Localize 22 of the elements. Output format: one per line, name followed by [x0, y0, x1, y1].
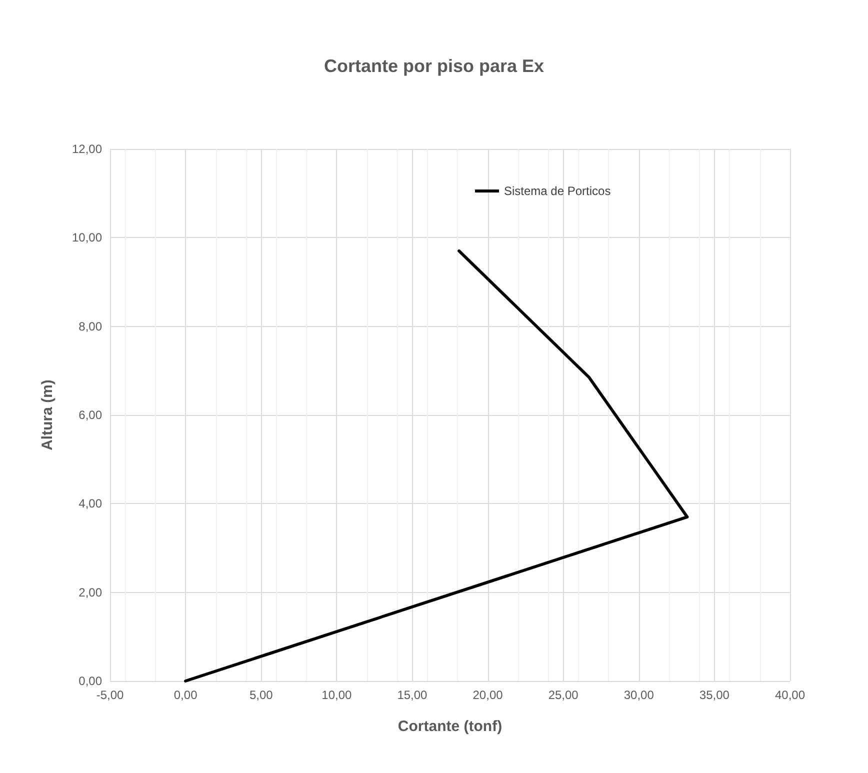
x-tick-label: -5,00	[96, 688, 124, 702]
x-tick-label: 40,00	[774, 688, 806, 702]
x-tick-label: 35,00	[699, 688, 730, 702]
x-tick-label: 5,00	[249, 688, 274, 702]
x-tick-label: 20,00	[472, 688, 504, 702]
y-tick-label: 12,00	[72, 142, 102, 156]
chart-title: Cortante por piso para Ex	[324, 56, 544, 76]
x-tick-label: 10,00	[322, 688, 352, 702]
x-tick-label: 15,00	[397, 688, 428, 702]
y-tick-label: 6,00	[78, 408, 102, 422]
y-tick-label: 2,00	[78, 585, 102, 600]
line-series	[184, 249, 689, 682]
y-tick-label: 4,00	[78, 496, 102, 511]
y-axis-title: Altura (m)	[39, 380, 56, 450]
legend-label: Sistema de Porticos	[504, 184, 611, 198]
y-tick-label: 0,00	[78, 674, 102, 688]
x-tick-label: 30,00	[624, 688, 654, 702]
y-tick-label: 8,00	[78, 319, 102, 334]
x-axis-title: Cortante (tonf)	[398, 718, 502, 735]
x-tick-label: 25,00	[548, 688, 579, 702]
y-tick-label: 10,00	[72, 230, 102, 245]
x-tick-label: 0,00	[174, 688, 198, 702]
